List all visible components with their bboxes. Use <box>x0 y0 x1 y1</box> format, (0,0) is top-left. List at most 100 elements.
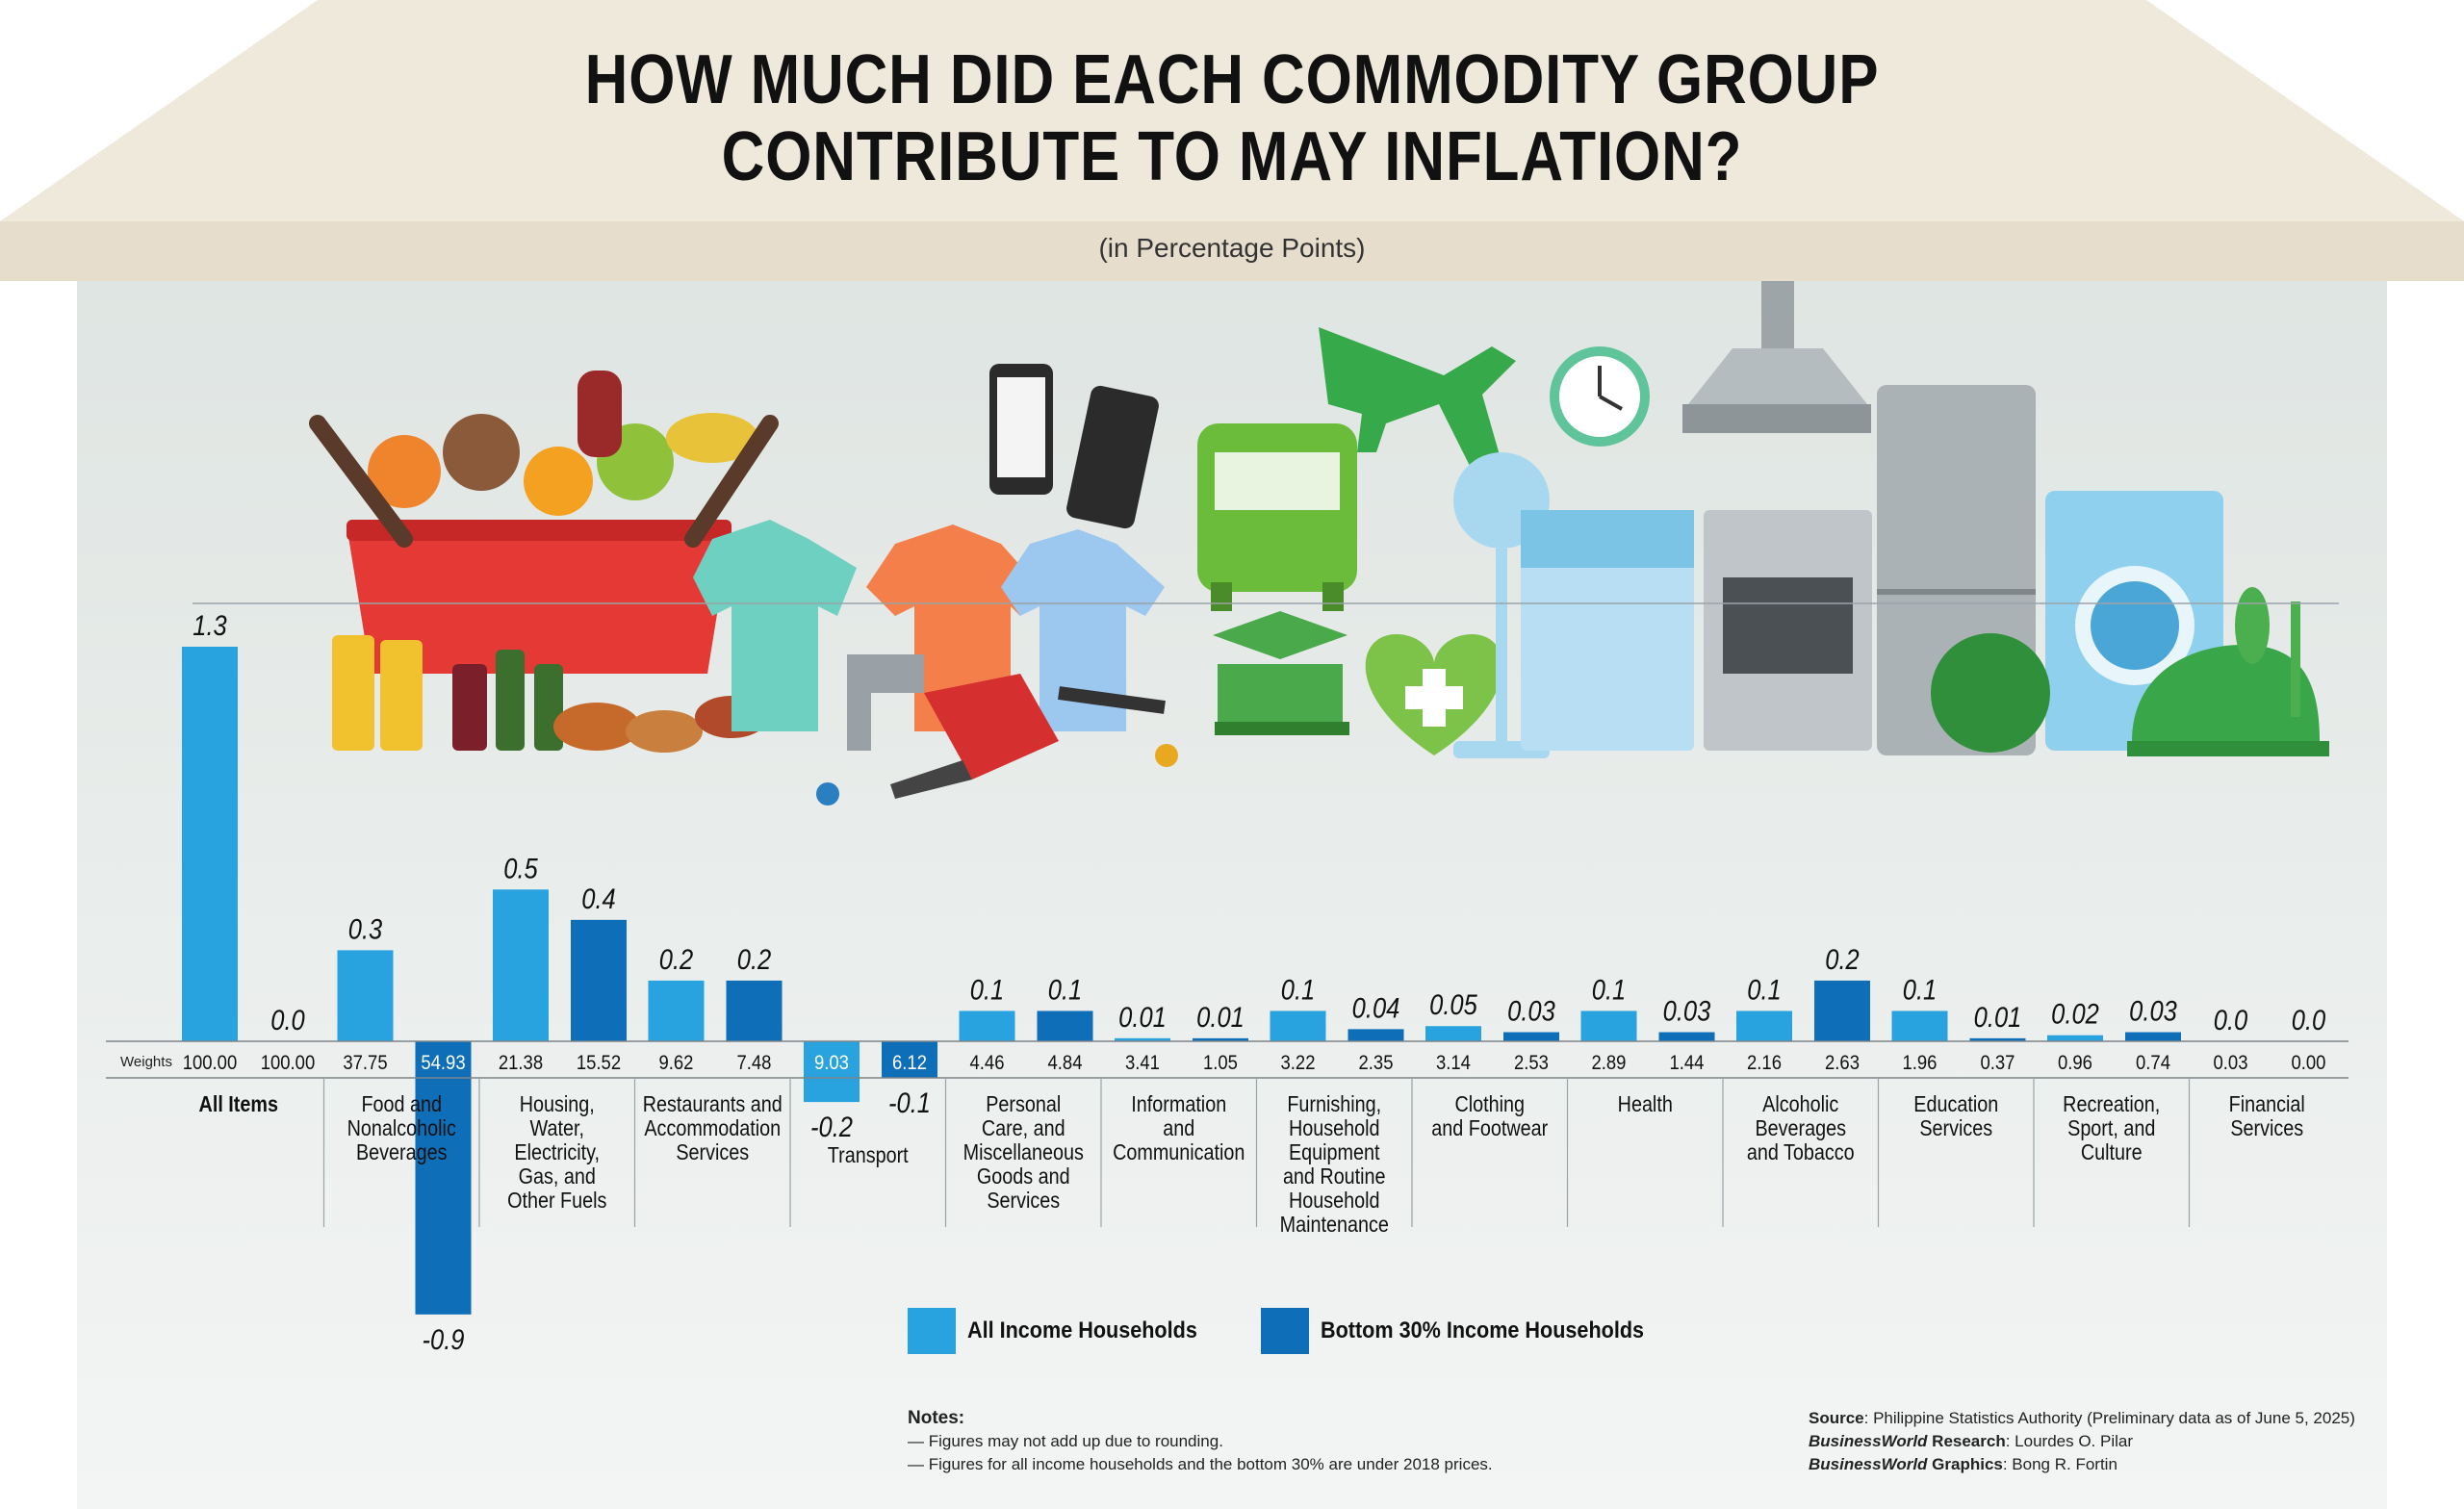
dishwasher-icon <box>1521 510 1694 751</box>
range-hood-icon <box>1682 281 1871 433</box>
value-label-all-income: 0.02 <box>2051 998 2099 1030</box>
weight-bottom30: 2.63 <box>1825 1052 1860 1074</box>
value-label-all-income: 0.1 <box>1747 974 1781 1006</box>
category-label-line: Culture <box>2081 1140 2143 1165</box>
category-label-line: Restaurants and <box>643 1092 783 1117</box>
graduation-icon <box>1213 611 1349 735</box>
value-label-all-income: 1.3 <box>192 609 227 641</box>
bar-bottom30 <box>1503 1032 1559 1041</box>
category-label-line: Electricity, <box>514 1140 600 1165</box>
category-label-line: Recreation, <box>2063 1092 2160 1117</box>
category-label-line: and Tobacco <box>1747 1140 1855 1165</box>
category-label-line: Household <box>1289 1116 1380 1141</box>
category-labels: All Items Food and Nonalcoholic Beverages Ho… <box>199 1092 2305 1238</box>
value-label-bottom30: 0.1 <box>1048 974 1082 1006</box>
category-label-line: Beverages <box>356 1140 448 1165</box>
value-label-bottom30: 0.2 <box>737 943 772 975</box>
source-block: Source: Philippine Statistics Authority … <box>1809 1407 2355 1476</box>
bar-bottom30 <box>1658 1032 1715 1041</box>
category-label: Alcoholic Beverages and Tobacco <box>1747 1092 1855 1165</box>
value-label-all-income: -0.2 <box>810 1111 853 1142</box>
weight-all-income: 9.03 <box>814 1052 849 1074</box>
illustration-group <box>309 281 2329 806</box>
legend-swatch-bottom30 <box>1261 1308 1309 1354</box>
weight-bottom30: 54.93 <box>421 1052 465 1074</box>
category-label-line: Services <box>1919 1116 1992 1141</box>
category-label: Furnishing, Household Equipment and Routine… <box>1280 1092 1389 1238</box>
legend-label-all-income: All Income Households <box>967 1317 1197 1343</box>
category-label: All Items <box>199 1092 278 1117</box>
value-label-bottom30: 0.01 <box>1974 1001 2022 1033</box>
legend-swatch-all-income <box>908 1308 956 1354</box>
value-label-bottom30: 0.04 <box>1352 991 1400 1023</box>
bar-bottom30 <box>2125 1032 2181 1041</box>
category-label: Transport <box>828 1143 909 1168</box>
value-label-bottom30: 0.4 <box>581 882 615 914</box>
weight-all-income: 9.62 <box>659 1052 694 1074</box>
category-label-line: Communication <box>1113 1140 1245 1165</box>
weight-cell-highlight <box>804 1041 860 1078</box>
notes-line-2: — Figures for all income households and … <box>908 1455 1493 1473</box>
value-label-all-income: 0.1 <box>1592 974 1626 1006</box>
legend-item-bottom30: Bottom 30% Income Households <box>1261 1307 1680 1355</box>
bar-bottom30 <box>1969 1037 2026 1041</box>
category-label: Food and Nonalcoholic Beverages <box>347 1092 456 1165</box>
category-label-line: Clothing <box>1454 1092 1525 1117</box>
weight-bottom30: 1.44 <box>1670 1052 1705 1074</box>
bar-all-income <box>1115 1037 1170 1041</box>
weight-bottom30: 1.05 <box>1203 1052 1238 1074</box>
weight-bottom30: 6.12 <box>892 1052 927 1074</box>
category-label-line: Gas, and <box>519 1164 596 1189</box>
category-label-line: Goods and <box>977 1164 1070 1189</box>
weight-all-income: 2.89 <box>1592 1052 1627 1074</box>
category-label-line: Nonalcoholic <box>347 1116 456 1141</box>
category-label-line: Information <box>1131 1092 1226 1117</box>
category-label-line: Water, <box>530 1116 584 1141</box>
research-credit: BusinessWorld Research: Lourdes O. Pilar <box>1809 1432 2133 1450</box>
bar-all-income <box>804 1078 860 1103</box>
category-label: Health <box>1618 1092 1673 1117</box>
value-label-all-income: 0.5 <box>503 852 538 883</box>
category-label: Information and Communication <box>1113 1092 1245 1165</box>
weight-bottom30: 0.00 <box>2292 1052 2326 1074</box>
category-label: Clothing and Footwear <box>1431 1092 1548 1141</box>
bar-bottom30 <box>1193 1037 1248 1041</box>
category-label-line: Health <box>1618 1092 1673 1117</box>
weight-all-income: 37.75 <box>343 1052 387 1074</box>
category-label-line: Housing, <box>520 1092 595 1117</box>
value-label-bottom30: 0.03 <box>2129 995 2177 1027</box>
airplane-icon <box>1319 327 1516 472</box>
weight-all-income: 3.22 <box>1281 1052 1316 1074</box>
category-label-line: Other Fuels <box>507 1189 606 1214</box>
bar-all-income <box>1580 1010 1637 1041</box>
bar-bottom30 <box>571 919 627 1041</box>
value-label-bottom30: 0.0 <box>2292 1004 2326 1036</box>
bar-all-income <box>648 980 705 1041</box>
house-roof <box>0 0 2464 221</box>
weight-all-income: 0.96 <box>2058 1052 2092 1074</box>
value-label-bottom30: -0.1 <box>888 1087 931 1118</box>
value-label-bottom30: -0.9 <box>423 1323 465 1355</box>
category-label-line: Beverages <box>1755 1116 1846 1141</box>
stove-icon <box>1704 510 1872 751</box>
category-label-line: Services <box>676 1140 749 1165</box>
bar-all-income <box>959 1010 1015 1041</box>
value-label-all-income: 0.05 <box>1429 988 1477 1020</box>
weight-bottom30: 100.00 <box>261 1052 315 1074</box>
legend-label-bottom30: Bottom 30% Income Households <box>1321 1317 1645 1343</box>
weight-all-income: 3.41 <box>1125 1052 1160 1074</box>
category-label-line: and Routine <box>1283 1164 1386 1189</box>
category-label-line: Care, and <box>982 1116 1065 1141</box>
globe-food-icon <box>1931 587 2329 756</box>
roof-band <box>0 221 2464 281</box>
bar-all-income <box>1891 1010 1948 1041</box>
category-label-line: Accommodation <box>644 1116 781 1141</box>
legend-item-all-income: All Income Households <box>908 1307 1222 1355</box>
weight-bottom30: 7.48 <box>737 1052 772 1074</box>
notes-title: Notes: <box>908 1408 965 1428</box>
value-label-bottom30: 0.03 <box>1507 995 1555 1027</box>
category-label-line: Miscellaneous <box>963 1140 1084 1165</box>
weight-bottom30: 0.74 <box>2136 1052 2170 1074</box>
weight-bottom30: 2.53 <box>1514 1052 1549 1074</box>
category-label-line: Sport, and <box>2067 1116 2155 1141</box>
